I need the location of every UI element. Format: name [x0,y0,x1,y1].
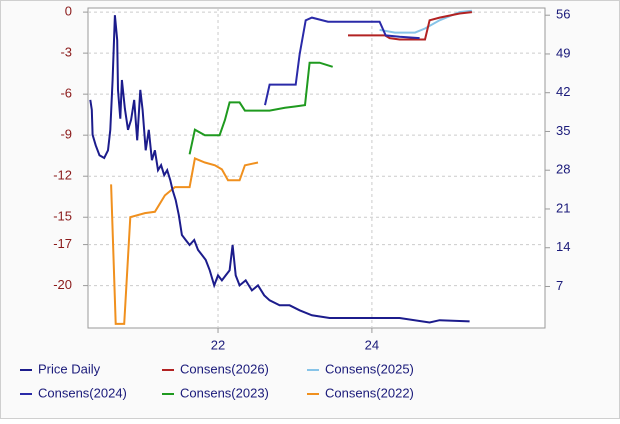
series-line [264,16,420,106]
legend-label: Consens(2026) [180,361,269,376]
legend-label: Consens(2022) [325,385,414,400]
y2-tick-label: 42 [556,84,570,99]
y2-tick-label: 14 [556,239,570,254]
series-line [379,9,473,34]
y-tick-label: 0 [65,4,72,19]
legend-label: Consens(2024) [38,385,127,400]
y-tick-label: -3 [60,45,72,60]
x-tick-label: 22 [211,337,225,352]
plot-area [87,7,546,329]
y-tick-label: -15 [53,209,72,224]
y2-tick-label: 56 [556,7,570,22]
y2-tick-label: 7 [556,278,563,293]
y-tick-label: -6 [60,86,72,101]
series-line [110,157,259,325]
y-tick-label: -17 [53,236,72,251]
x-tick-label: 24 [365,337,379,352]
legend-label: Consens(2025) [325,361,414,376]
y2-tick-label: 21 [556,200,570,215]
y-tick-label: -12 [53,168,72,183]
y2-tick-label: 49 [556,45,570,60]
y2-tick-label: 35 [556,123,570,138]
series-line [188,61,333,155]
legend-label: Price Daily [38,361,101,376]
y-tick-label: -20 [53,277,72,292]
series-line [89,15,470,324]
y2-tick-label: 28 [556,162,570,177]
y-tick-label: -9 [60,127,72,142]
legend-label: Consens(2023) [180,385,269,400]
